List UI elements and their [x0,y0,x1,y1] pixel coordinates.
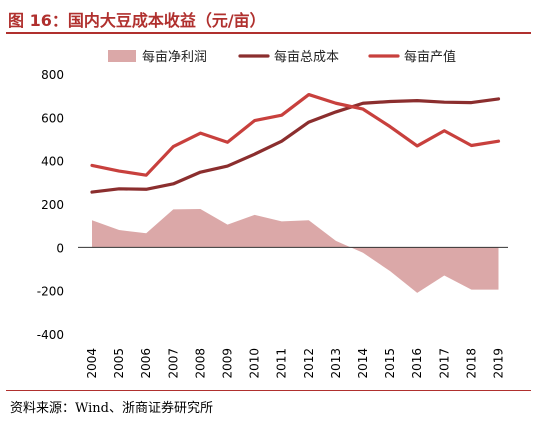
title-bar: 图 16：国内大豆成本收益（元/亩） [6,4,531,34]
chart-title: 图 16：国内大豆成本收益（元/亩） [8,11,266,30]
x-tick-label: 2004 [85,348,99,379]
x-tick-label: 2010 [248,348,262,379]
net-profit-area [92,208,499,293]
x-tick-label: 2007 [166,348,180,379]
x-tick-label: 2013 [329,348,343,379]
x-tick-label: 2008 [193,348,207,379]
legend-label: 每亩产值 [404,49,456,65]
y-tick-label: -200 [37,285,64,299]
legend-output-value: 每亩产值 [368,49,456,65]
legend-total-cost: 每亩总成本 [238,49,339,65]
total-cost-line [90,97,501,194]
x-tick-label: 2006 [139,348,153,379]
x-tick-label: 2005 [112,348,126,379]
y-tick-label: 600 [41,111,64,125]
output-value-line [90,92,501,177]
y-tick-label: 200 [41,198,64,212]
x-tick-label: 2016 [410,348,424,379]
source-bar: 资料来源：Wind、浙商证券研究所 [6,390,531,419]
chart: -400 -200 0 200 400 600 800 2004 2005 2006 2007 200… [37,49,508,379]
source-note: 资料来源：Wind、浙商证券研究所 [10,401,213,416]
x-tick-label: 2017 [437,348,451,379]
legend-label: 每亩总成本 [274,49,339,65]
x-tick-label: 2009 [221,348,235,379]
y-tick-label: 0 [56,241,64,255]
y-tick-label: -400 [37,328,64,342]
legend-label: 每亩净利润 [142,49,207,65]
x-tick-label: 2014 [356,348,370,379]
x-tick-label: 2012 [302,348,316,379]
y-tick-label: 400 [41,155,64,169]
x-tick-label: 2011 [275,348,289,379]
y-tick-label: 800 [41,68,64,82]
x-tick-label: 2015 [383,348,397,379]
x-tick-label: 2019 [492,348,506,379]
legend-net-profit: 每亩净利润 [108,49,207,65]
legend-swatch [108,50,136,62]
x-tick-label: 2018 [464,348,478,379]
